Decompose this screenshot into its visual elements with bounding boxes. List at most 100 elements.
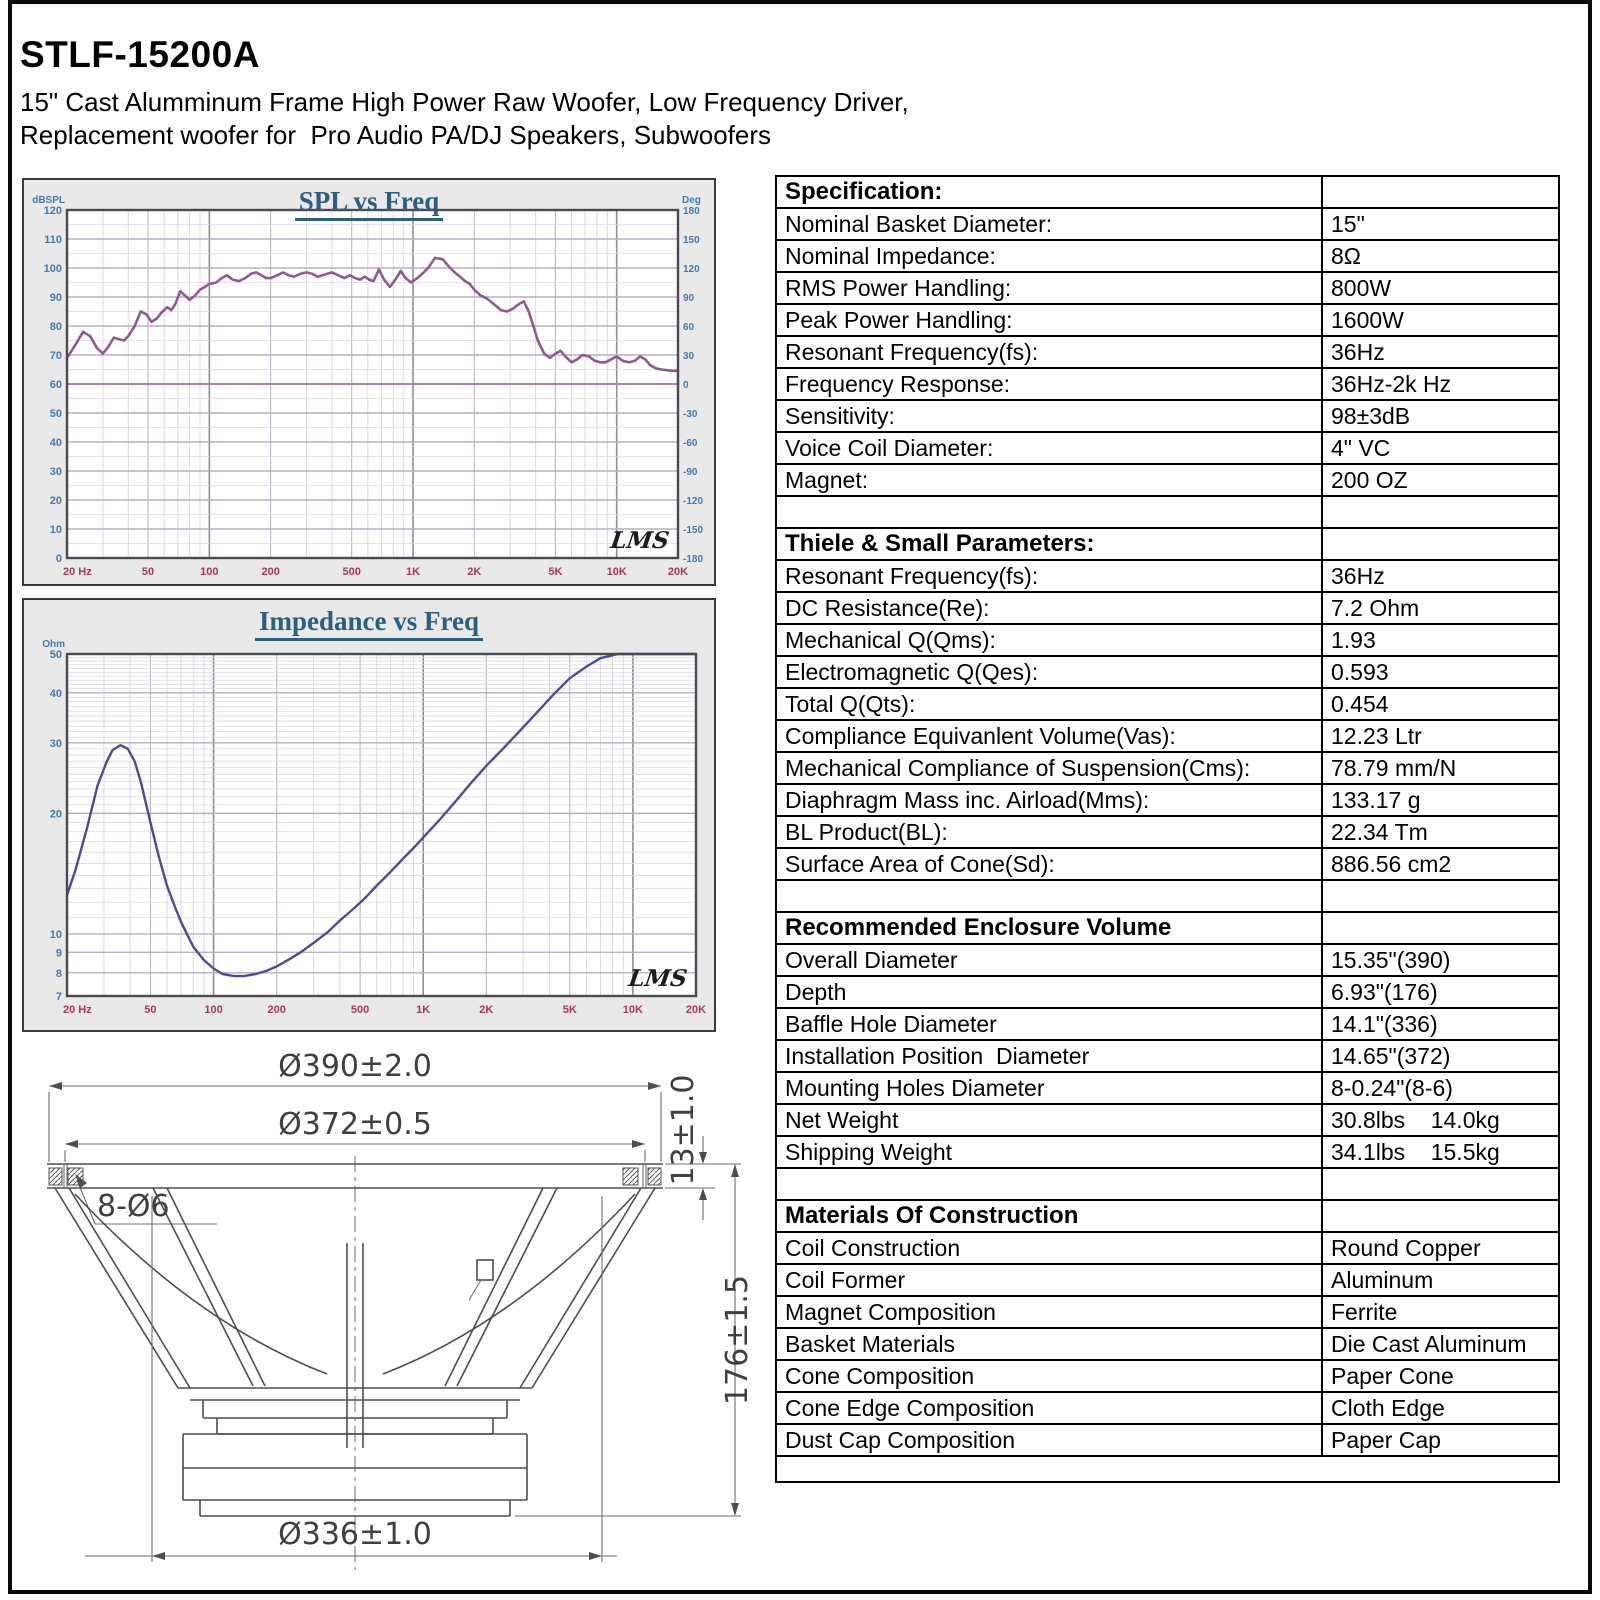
svg-text:5K: 5K [548,566,562,578]
document-header: STLF-15200A 15" Cast Alumminum Frame Hig… [20,34,1120,152]
spec-value-cell: 800W [1321,271,1560,305]
subtitle-line-1: 15" Cast Alumminum Frame High Power Raw … [20,87,909,117]
svg-text:30: 30 [50,466,62,478]
spec-value-cell: 0.454 [1321,687,1560,721]
svg-text:50: 50 [50,649,62,661]
svg-text:60: 60 [50,379,62,391]
table-row: Peak Power Handling: 1600W [775,303,1560,337]
gasket-section-right-outer [647,1167,662,1186]
table-footer-blank-row [775,1455,1560,1483]
gasket-section-right-inner [622,1167,639,1186]
dimension-flange-height: 13±1.0 [665,1074,741,1220]
page-title: STLF-15200A [20,34,260,75]
svg-text:9: 9 [56,947,62,959]
spec-value-cell [1321,1199,1560,1233]
spec-value-cell: 1.93 [1321,623,1560,657]
table-row: Sensitivity: 98±3dB [775,399,1560,433]
spec-label-cell: Dust Cap Composition [775,1423,1323,1457]
spl-curve [65,256,680,373]
svg-text:-60: -60 [683,438,698,449]
table-row: Nominal Basket Diameter: 15" [775,207,1560,241]
spec-value-cell [1321,175,1560,209]
dimension-overall-diameter: Ø390±2.0 [48,1049,662,1162]
section-header-cell: Specification: [775,175,1323,209]
table-row: Basket Materials Die Cast Aluminum [775,1327,1560,1361]
svg-text:200: 200 [267,1004,285,1016]
table-row: Voice Coil Diameter: 4" VC [775,431,1560,465]
impedance-chart-panel: Impedance vs Freq 50 40 30 20 10 9 8 7 20 Hz 50 10… [22,598,716,1032]
svg-text:110: 110 [44,234,62,246]
svg-text:20 Hz: 20 Hz [63,566,92,578]
svg-text:-180: -180 [683,554,703,565]
blank-cell [775,1455,1560,1483]
table-row: Cone Composition Paper Cone [775,1359,1560,1393]
svg-text:1K: 1K [406,566,420,578]
spec-value-cell [1321,495,1560,529]
spec-value-cell: 6.93"(176) [1321,975,1560,1009]
svg-text:2K: 2K [479,1004,493,1016]
spec-value-cell: 1600W [1321,303,1560,337]
speaker-cross-section-drawing: Ø390±2.0 Ø372±0.5 8-Ø6 [47,1049,755,1570]
svg-text:180: 180 [683,206,700,217]
spec-label-cell: Frequency Response: [775,367,1323,401]
spec-value-cell: Paper Cone [1321,1359,1560,1393]
table-row: Resonant Frequency(fs): 36Hz [775,559,1560,593]
spl-chart: 0 10 20 30 40 50 60 70 80 90 100 110 120 180 150 120 90 6… [32,195,703,578]
svg-text:-150: -150 [683,525,703,536]
svg-text:40: 40 [50,688,62,700]
spl-chart-panel: SPL vs Freq 0 10 20 30 40 50 60 70 80 90 100 110 120… [22,178,716,586]
section-header-row: Materials Of Construction [775,1199,1560,1233]
section-header-row: Specification: [775,175,1560,209]
spec-label-cell: Mechanical Compliance of Suspension(Cms)… [775,751,1323,785]
svg-text:500: 500 [343,566,361,578]
svg-text:20: 20 [50,495,62,507]
spec-value-cell: 78.79 mm/N [1321,751,1560,785]
spec-label-cell: Resonant Frequency(fs): [775,559,1323,593]
spl-chart-title: SPL vs Freq [294,186,444,221]
svg-text:20K: 20K [686,1004,706,1016]
table-row: RMS Power Handling: 800W [775,271,1560,305]
specification-table: Specification: Nominal Basket Diameter: 15… [775,175,1560,1483]
table-row: Cone Edge Composition Cloth Edge [775,1391,1560,1425]
spec-label-cell: BL Product(BL): [775,815,1323,849]
svg-text:10: 10 [50,929,62,941]
svg-text:50: 50 [144,1004,156,1016]
table-row: DC Resistance(Re): 7.2 Ohm [775,591,1560,625]
spec-value-cell: Cloth Edge [1321,1391,1560,1425]
magnet-assembly [178,1387,532,1517]
dim-176-label: 176±1.5 [720,1275,755,1405]
table-row: Net Weight 30.8lbs 14.0kg [775,1103,1560,1137]
section-header-cell: Materials Of Construction [775,1199,1323,1233]
spec-label-cell: Resonant Frequency(fs): [775,335,1323,369]
table-row: Baffle Hole Diameter 14.1"(336) [775,1007,1560,1041]
impedance-chart-title: Impedance vs Freq [255,606,483,641]
y-axis-unit-label: dBSPL [32,195,65,206]
svg-text:8: 8 [56,968,62,980]
table-row: Diaphragm Mass inc. Airload(Mms): 133.17 … [775,783,1560,817]
cone-section-right [382,1193,636,1375]
table-row: Installation Position Diameter 14.65"(372… [775,1039,1560,1073]
spec-label-cell: Net Weight [775,1103,1323,1137]
spec-label-cell: Magnet: [775,463,1323,497]
spec-label-cell: Baffle Hole Diameter [775,1007,1323,1041]
section-header-row: Thiele & Small Parameters: [775,527,1560,561]
spec-value-cell: 36Hz [1321,335,1560,369]
impedance-chart-title-wrap: Impedance vs Freq [24,606,714,641]
spec-label-cell: Voice Coil Diameter: [775,431,1323,465]
dimension-installation-diameter: Ø372±0.5 [64,1107,646,1162]
spec-label-cell: Overall Diameter [775,943,1323,977]
dim-8x6-label: 8-Ø6 [97,1189,170,1224]
spec-value-cell: 0.593 [1321,655,1560,689]
spec-label-cell: Total Q(Qts): [775,687,1323,721]
spec-label-cell: Peak Power Handling: [775,303,1323,337]
table-row: Resonant Frequency(fs): 36Hz [775,335,1560,369]
lms-watermark: LMS [626,965,689,992]
table-row: Magnet: 200 OZ [775,463,1560,497]
table-row: Mechanical Compliance of Suspension(Cms)… [775,751,1560,785]
table-row: Compliance Equivanlent Volume(Vas): 12.23… [775,719,1560,753]
impedance-curve [65,652,698,978]
svg-text:5K: 5K [563,1004,577,1016]
spec-value-cell: 886.56 cm2 [1321,847,1560,881]
svg-text:0: 0 [56,553,62,565]
svg-text:1K: 1K [416,1004,430,1016]
